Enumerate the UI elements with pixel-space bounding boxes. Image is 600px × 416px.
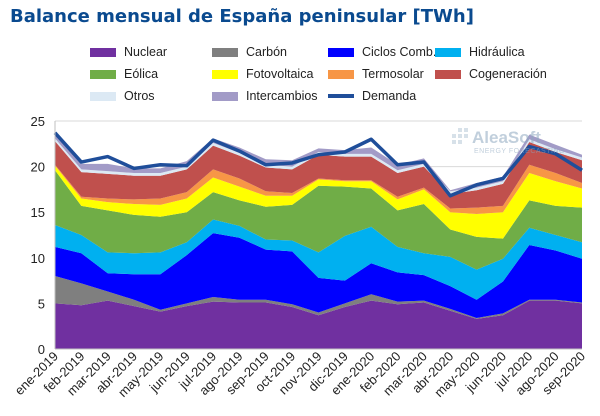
y-tick-label: 10: [31, 251, 45, 266]
legend-label: Intercambios: [246, 89, 318, 103]
legend-label: Otros: [124, 89, 155, 103]
legend-swatch: [90, 91, 116, 101]
y-tick-label: 5: [38, 296, 45, 311]
legend-label: Fotovoltaica: [246, 67, 314, 81]
area-1: [55, 300, 582, 349]
legend-label: Termosolar: [362, 67, 424, 81]
legend-swatch: [328, 47, 354, 57]
area-7: [55, 164, 582, 215]
watermark-brand: AleaSoft: [472, 128, 541, 147]
legend-item-6: Fotovoltaica: [212, 66, 313, 82]
legend-swatch: [212, 91, 238, 101]
legend-label: Hidráulica: [469, 45, 525, 59]
demand-line: [53, 131, 583, 198]
area-3: [55, 233, 582, 318]
legend-item-4: Hidráulica: [435, 44, 525, 60]
legend-label: Carbón: [246, 45, 287, 59]
chart-title: Balance mensual de España peninsular [TW…: [10, 6, 474, 27]
legend-label: Cogeneración: [469, 67, 547, 81]
legend-item-2: Carbón: [212, 44, 287, 60]
legend-item-8: Cogeneración: [435, 66, 547, 82]
area-4: [55, 219, 582, 300]
legend-swatch: [435, 69, 461, 79]
legend-swatch: [328, 94, 354, 98]
demand-line-group: [53, 131, 583, 198]
legend-label: Demanda: [362, 89, 417, 103]
legend-swatch: [212, 47, 238, 57]
area-8: [55, 141, 582, 209]
legend-item-11: Demanda: [328, 88, 416, 104]
legend-item-3: Ciclos Comb.: [328, 44, 436, 60]
y-tick-label: 20: [31, 160, 45, 175]
legend-item-9: Otros: [90, 88, 155, 104]
watermark-tagline: ENERGY FORECASTING: [474, 148, 565, 155]
area-6: [55, 165, 582, 239]
legend-label: Eólica: [124, 67, 159, 81]
legend-swatch: [90, 47, 116, 57]
legend-label: Nuclear: [124, 45, 168, 59]
legend-item-7: Termosolar: [328, 66, 424, 82]
legend-swatch: [328, 69, 354, 79]
y-tick-label: 15: [31, 205, 45, 220]
legend-swatch: [212, 69, 238, 79]
legend-item-1: Nuclear: [90, 44, 167, 60]
aleasoft-watermark: AleaSoft ENERGY FORECASTING: [452, 128, 565, 155]
legend-swatch: [90, 69, 116, 79]
legend-item-5: Eólica: [90, 66, 158, 82]
legend-item-10: Intercambios: [212, 88, 318, 104]
area-5: [55, 170, 582, 270]
legend-swatch: [435, 47, 461, 57]
y-tick-label: 25: [31, 114, 45, 129]
area-series: [55, 133, 582, 349]
y-tick-label: 0: [38, 342, 45, 357]
aleasoft-logo-icon: [452, 128, 468, 144]
legend-label: Ciclos Comb.: [362, 45, 437, 59]
